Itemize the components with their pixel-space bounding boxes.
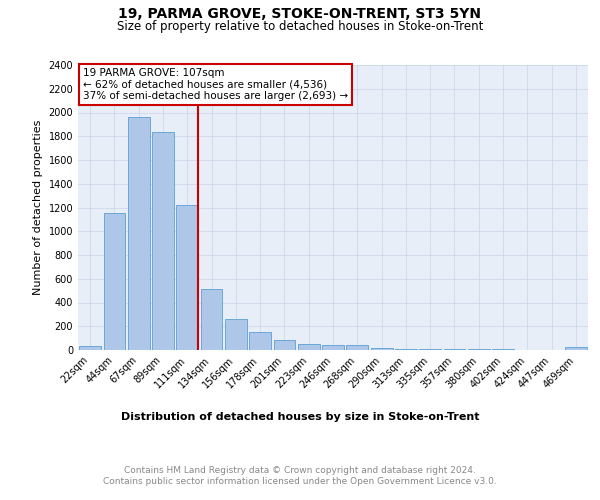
Bar — [249, 332, 271, 350]
Bar — [104, 214, 125, 350]
Bar — [200, 290, 223, 350]
Bar — [152, 132, 174, 350]
Text: Size of property relative to detached houses in Stoke-on-Trent: Size of property relative to detached ho… — [117, 20, 483, 33]
Bar — [274, 340, 295, 350]
Bar — [419, 349, 441, 350]
Bar — [395, 348, 417, 350]
Bar — [565, 348, 587, 350]
Bar — [128, 117, 149, 350]
Bar — [79, 346, 101, 350]
Text: Distribution of detached houses by size in Stoke-on-Trent: Distribution of detached houses by size … — [121, 412, 479, 422]
Text: 19, PARMA GROVE, STOKE-ON-TRENT, ST3 5YN: 19, PARMA GROVE, STOKE-ON-TRENT, ST3 5YN — [119, 8, 482, 22]
Y-axis label: Number of detached properties: Number of detached properties — [33, 120, 43, 295]
Text: 19 PARMA GROVE: 107sqm
← 62% of detached houses are smaller (4,536)
37% of semi-: 19 PARMA GROVE: 107sqm ← 62% of detached… — [83, 68, 348, 101]
Bar — [371, 348, 392, 350]
Text: Contains public sector information licensed under the Open Government Licence v3: Contains public sector information licen… — [103, 478, 497, 486]
Bar — [176, 205, 198, 350]
Bar — [346, 346, 368, 350]
Bar — [225, 318, 247, 350]
Bar — [322, 345, 344, 350]
Text: Contains HM Land Registry data © Crown copyright and database right 2024.: Contains HM Land Registry data © Crown c… — [124, 466, 476, 475]
Bar — [298, 344, 320, 350]
